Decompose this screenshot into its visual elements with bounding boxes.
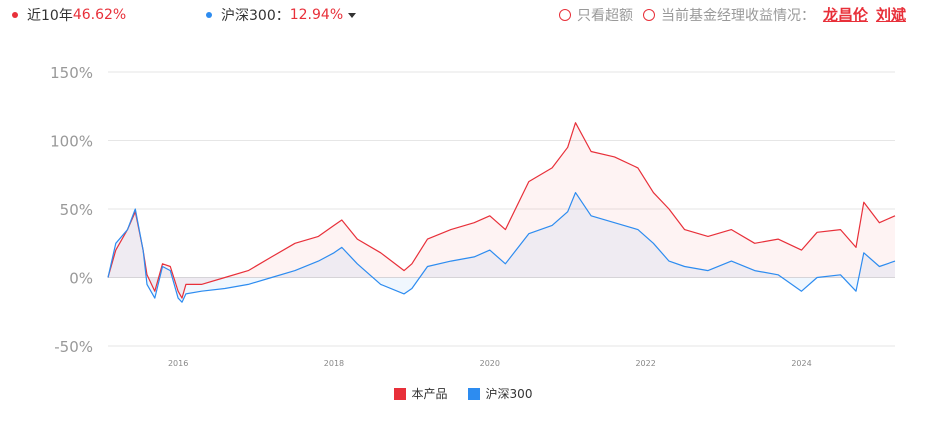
legend-index-label: 沪深300 — [485, 387, 533, 401]
x-axis-ticks: 2016 2018 2020 2022 2024 — [168, 359, 812, 368]
product-return-summary: 近10年 46.62% — [12, 5, 126, 25]
excess-radio-icon[interactable] — [558, 8, 571, 21]
x-tick-label: 2018 — [324, 359, 344, 368]
manager-link-2[interactable]: 刘斌 — [875, 6, 906, 24]
y-tick-label: 0% — [69, 270, 93, 288]
series-line-1 — [107, 192, 896, 303]
index-swatch-icon — [467, 387, 480, 400]
x-tick-label: 2022 — [635, 359, 655, 368]
index-return-value: 12.94% — [289, 7, 344, 23]
manager-radio-icon[interactable] — [642, 8, 655, 21]
chart-lines — [107, 122, 896, 303]
legend-product-label: 本产品 — [411, 387, 448, 401]
chart-grid — [108, 71, 895, 347]
y-tick-label: 100% — [50, 133, 93, 151]
x-tick-label: 2020 — [480, 359, 500, 368]
chart-areas — [108, 122, 895, 303]
product-period-label: 近10年 — [27, 8, 73, 24]
series-area-1 — [108, 192, 895, 303]
index-return-summary[interactable]: 沪深300： 12.94% — [206, 5, 357, 25]
chart-options: 只看超额 当前基金经理收益情况： 龙昌伦 刘斌 — [558, 4, 906, 25]
index-dropdown-caret-icon[interactable] — [348, 12, 357, 18]
product-dot-icon — [12, 12, 18, 18]
y-tick-label: 50% — [60, 201, 93, 219]
y-axis-ticks: 150% 100% 50% 0% -50% — [50, 64, 93, 356]
x-tick-label: 2024 — [791, 359, 811, 368]
excess-option-label: 只看超额 — [576, 7, 633, 24]
index-label: 沪深300： — [221, 8, 290, 24]
series-line-0 — [107, 122, 896, 299]
product-return-value: 46.62% — [72, 7, 127, 23]
bottom-legend: 本产品 沪深300 — [0, 385, 926, 402]
index-dot-icon — [206, 12, 212, 18]
chart-header: 近10年 46.62% 沪深300： 12.94% 只看超额 当前基金经理收益情… — [0, 0, 926, 28]
manager-return-option[interactable]: 当前基金经理收益情况： — [642, 5, 815, 25]
legend-item-product[interactable]: 本产品 — [393, 385, 448, 402]
manager-option-label: 当前基金经理收益情况： — [660, 7, 815, 24]
legend-item-index[interactable]: 沪深300 — [467, 385, 533, 402]
y-tick-label: -50% — [54, 338, 93, 356]
series-area-0 — [108, 122, 895, 299]
manager-link-1[interactable]: 龙昌伦 — [822, 6, 868, 24]
x-tick-label: 2016 — [168, 359, 188, 368]
excess-only-option[interactable]: 只看超额 — [558, 5, 633, 25]
return-chart: 150% 100% 50% 0% -50% 2016 2018 2020 2022 2024 — [50, 64, 896, 368]
product-swatch-icon — [393, 387, 406, 400]
y-tick-label: 150% — [50, 64, 93, 82]
